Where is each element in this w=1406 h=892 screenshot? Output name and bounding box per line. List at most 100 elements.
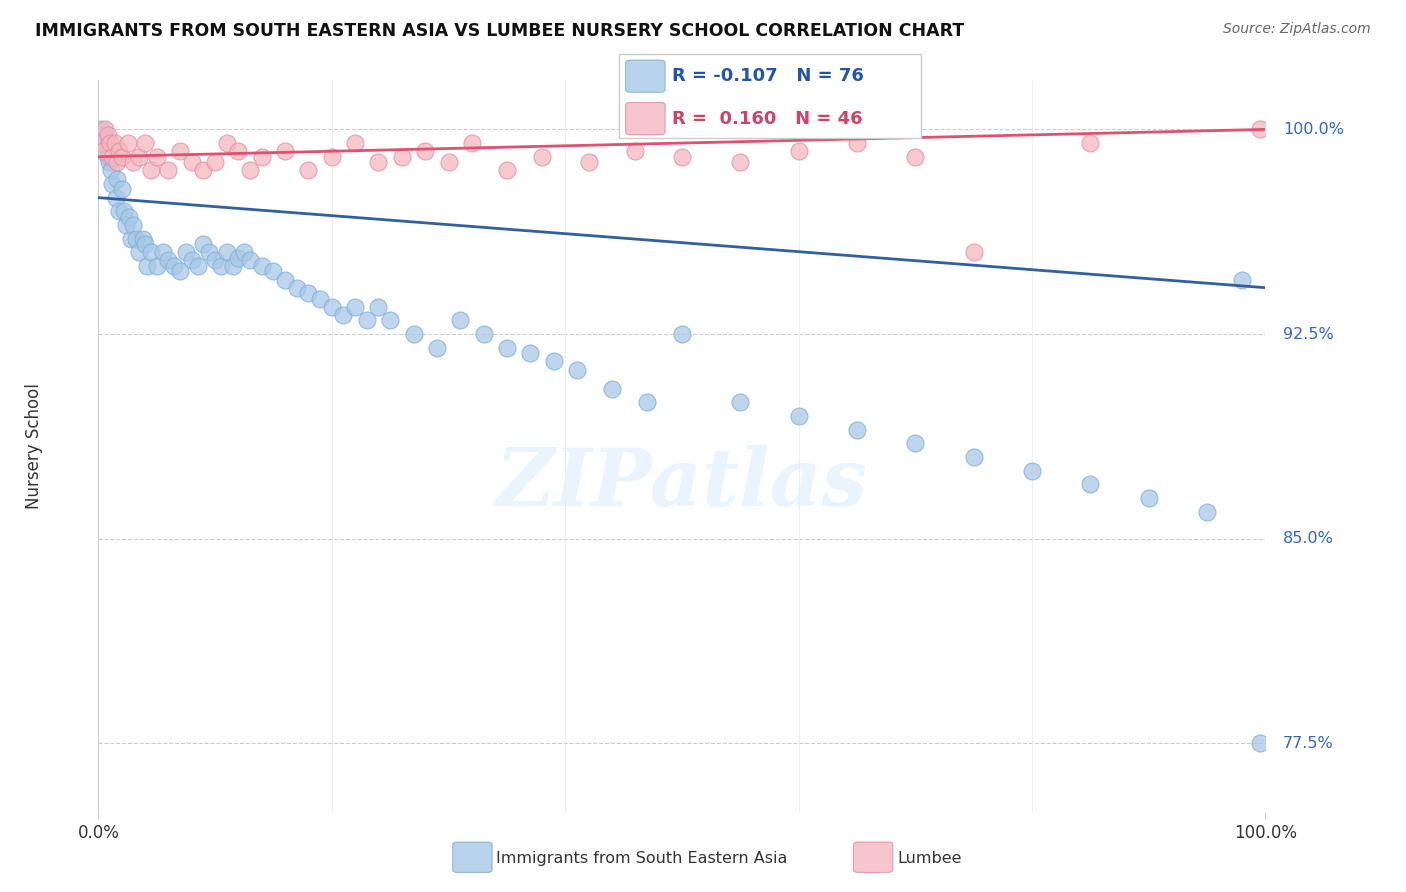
Text: Immigrants from South Eastern Asia: Immigrants from South Eastern Asia — [496, 851, 787, 865]
Point — [157, 163, 180, 178]
Point — [962, 450, 984, 464]
Point — [104, 136, 127, 150]
Point — [146, 259, 169, 273]
Point — [204, 155, 226, 169]
Point — [344, 300, 367, 314]
Point — [321, 150, 343, 164]
Point — [624, 145, 647, 159]
Point — [367, 155, 389, 169]
Point — [309, 292, 332, 306]
Point — [174, 245, 197, 260]
Point — [730, 155, 752, 169]
Point — [215, 245, 238, 260]
Point — [146, 150, 169, 164]
Text: 92.5%: 92.5% — [1282, 326, 1334, 342]
Point — [136, 259, 159, 273]
Point — [472, 327, 495, 342]
Text: IMMIGRANTS FROM SOUTH EASTERN ASIA VS LUMBEE NURSERY SCHOOL CORRELATION CHART: IMMIGRANTS FROM SOUTH EASTERN ASIA VS LU… — [35, 22, 965, 40]
Point — [787, 409, 810, 423]
Point — [180, 253, 202, 268]
Point — [94, 145, 117, 159]
Point — [496, 341, 519, 355]
Point — [274, 145, 297, 159]
Point — [193, 163, 215, 178]
Point — [128, 150, 150, 164]
Text: 85.0%: 85.0% — [1282, 532, 1334, 546]
Point — [103, 150, 125, 164]
Point — [198, 245, 221, 260]
Point — [297, 286, 319, 301]
Point — [332, 308, 354, 322]
Point — [530, 150, 553, 164]
Point — [100, 163, 122, 178]
Point — [125, 231, 148, 245]
Point — [97, 150, 120, 164]
Point — [262, 264, 284, 278]
Point — [1137, 491, 1160, 505]
Point — [962, 245, 984, 260]
Point — [636, 395, 658, 409]
Text: R =  0.160   N = 46: R = 0.160 N = 46 — [672, 110, 863, 128]
Point — [128, 245, 150, 260]
Point — [97, 128, 120, 142]
Point — [101, 150, 124, 164]
Point — [274, 272, 297, 286]
Point — [285, 281, 308, 295]
Point — [787, 145, 810, 159]
Point — [402, 327, 425, 342]
Text: 100.0%: 100.0% — [1282, 122, 1344, 136]
Point — [297, 163, 319, 178]
Point — [671, 327, 693, 342]
Point — [250, 259, 273, 273]
Point — [578, 155, 600, 169]
Point — [321, 300, 343, 314]
Point — [1230, 272, 1253, 286]
Point — [221, 259, 243, 273]
Point — [111, 150, 134, 164]
Point — [1249, 737, 1271, 751]
Point — [157, 253, 180, 268]
Point — [228, 251, 250, 265]
Point — [118, 210, 141, 224]
Point — [461, 136, 484, 150]
Point — [1021, 464, 1043, 478]
Point — [426, 341, 449, 355]
Point — [904, 150, 927, 164]
Point — [115, 218, 138, 232]
Point — [108, 204, 131, 219]
Point — [1080, 136, 1102, 150]
Point — [565, 362, 588, 376]
Point — [120, 231, 142, 245]
Point — [94, 122, 117, 136]
Point — [730, 395, 752, 409]
Point — [239, 163, 262, 178]
Point — [519, 346, 541, 360]
Point — [112, 204, 135, 219]
Point — [391, 150, 413, 164]
Point — [215, 136, 238, 150]
Point — [209, 259, 232, 273]
Point — [413, 145, 436, 159]
Point — [93, 128, 115, 142]
Point — [449, 313, 471, 327]
Point — [846, 136, 869, 150]
Point — [122, 155, 145, 169]
Point — [1197, 504, 1219, 518]
Point — [1080, 477, 1102, 491]
Text: Source: ZipAtlas.com: Source: ZipAtlas.com — [1223, 22, 1371, 37]
Point — [98, 141, 121, 155]
Point — [105, 155, 128, 169]
Point — [193, 237, 215, 252]
Point — [543, 354, 565, 368]
Point — [105, 171, 128, 186]
Point — [846, 423, 869, 437]
Text: R = -0.107   N = 76: R = -0.107 N = 76 — [672, 67, 863, 85]
Point — [204, 253, 226, 268]
Point — [187, 259, 209, 273]
Point — [671, 150, 693, 164]
Point — [139, 163, 162, 178]
Point — [111, 182, 134, 196]
Point — [437, 155, 460, 169]
Point — [98, 136, 121, 150]
Point — [180, 155, 202, 169]
